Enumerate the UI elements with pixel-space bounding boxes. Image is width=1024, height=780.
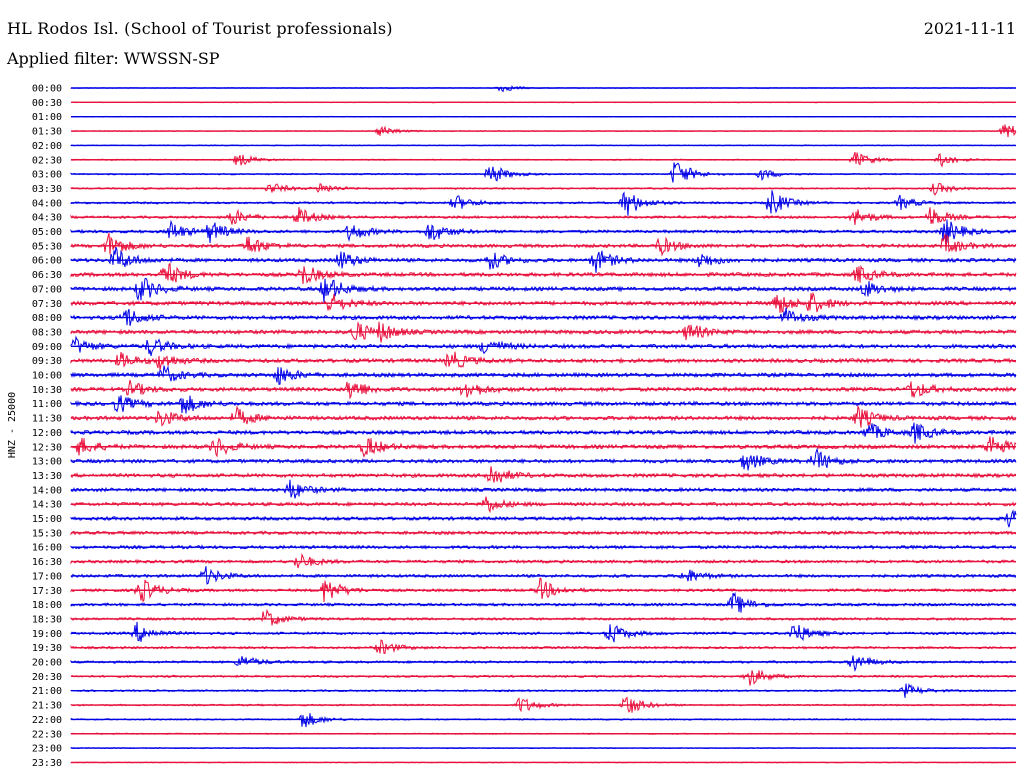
time-label: 13:30 (32, 471, 62, 482)
trace-line (70, 232, 1017, 257)
time-label: 09:00 (32, 342, 62, 353)
time-labels: 00:00 00:30 01:00 01:30 02:00 02:30 03:00 03:30… (32, 84, 62, 769)
time-label: 15:30 (32, 528, 62, 539)
time-label: 05:30 (32, 241, 62, 252)
time-label: 22:00 (32, 715, 62, 726)
time-label: 20:30 (32, 672, 62, 683)
trace-line (70, 621, 1017, 643)
time-label: 16:00 (32, 543, 62, 554)
trace-line (70, 591, 1017, 613)
time-label: 04:00 (32, 198, 62, 209)
time-label: 04:30 (32, 213, 62, 224)
trace-line (70, 639, 1017, 654)
traces (70, 85, 1017, 764)
time-label: 23:00 (32, 744, 62, 755)
time-label: 08:30 (32, 327, 62, 338)
time-label: 19:30 (32, 643, 62, 654)
trace-line (70, 466, 1017, 483)
time-label: 00:30 (32, 98, 62, 109)
trace-line (70, 277, 1017, 304)
trace-line (70, 479, 1017, 499)
time-label: 18:30 (32, 614, 62, 625)
time-label: 02:00 (32, 141, 62, 152)
time-label: 07:00 (32, 284, 62, 295)
time-label: 07:30 (32, 299, 62, 310)
time-label: 17:30 (32, 586, 62, 597)
trace-line (70, 162, 1017, 183)
time-label: 14:30 (32, 500, 62, 511)
time-label: 06:00 (32, 256, 62, 267)
trace-line (70, 608, 1017, 626)
time-label: 14:00 (32, 485, 62, 496)
trace-line (70, 669, 1017, 686)
time-label: 23:30 (32, 758, 62, 769)
time-label: 01:00 (32, 112, 62, 123)
time-label: 15:00 (32, 514, 62, 525)
time-label: 18:00 (32, 600, 62, 611)
time-label: 10:00 (32, 371, 62, 382)
trace-line (70, 85, 1017, 93)
time-label: 09:30 (32, 356, 62, 367)
time-label: 22:30 (32, 729, 62, 740)
trace-line (70, 207, 1017, 225)
station-title: HL Rodos Isl. (School of Tourist profess… (7, 19, 393, 38)
time-label: 21:30 (32, 701, 62, 712)
time-label: 17:00 (32, 571, 62, 582)
trace-line (70, 566, 1017, 585)
time-label: 03:00 (32, 170, 62, 181)
time-label: 13:00 (32, 457, 62, 468)
trace-line (70, 307, 1017, 327)
trace-line (70, 713, 1016, 728)
time-label: 05:00 (32, 227, 62, 238)
trace-line (70, 422, 1017, 444)
time-label: 12:30 (32, 442, 62, 453)
record-date: 2021-11-11 (923, 19, 1016, 38)
time-label: 16:30 (32, 557, 62, 568)
time-label: 00:00 (32, 84, 62, 95)
time-label: 03:30 (32, 184, 62, 195)
filter-label: Applied filter: WWSSN-SP (7, 49, 220, 68)
time-label: 02:30 (32, 155, 62, 166)
trace-line (70, 655, 1017, 672)
time-label: 19:00 (32, 629, 62, 640)
time-label: 10:30 (32, 385, 62, 396)
time-label: 21:00 (32, 686, 62, 697)
time-label: 11:00 (32, 399, 62, 410)
trace-line (70, 447, 1017, 471)
channel-label: HNZ - 25000 (7, 392, 18, 458)
time-label: 11:30 (32, 414, 62, 425)
time-label: 06:30 (32, 270, 62, 281)
time-label: 20:00 (32, 658, 62, 669)
time-label: 01:30 (32, 127, 62, 138)
time-label: 08:00 (32, 313, 62, 324)
trace-line (70, 262, 1017, 285)
time-label: 12:00 (32, 428, 62, 439)
